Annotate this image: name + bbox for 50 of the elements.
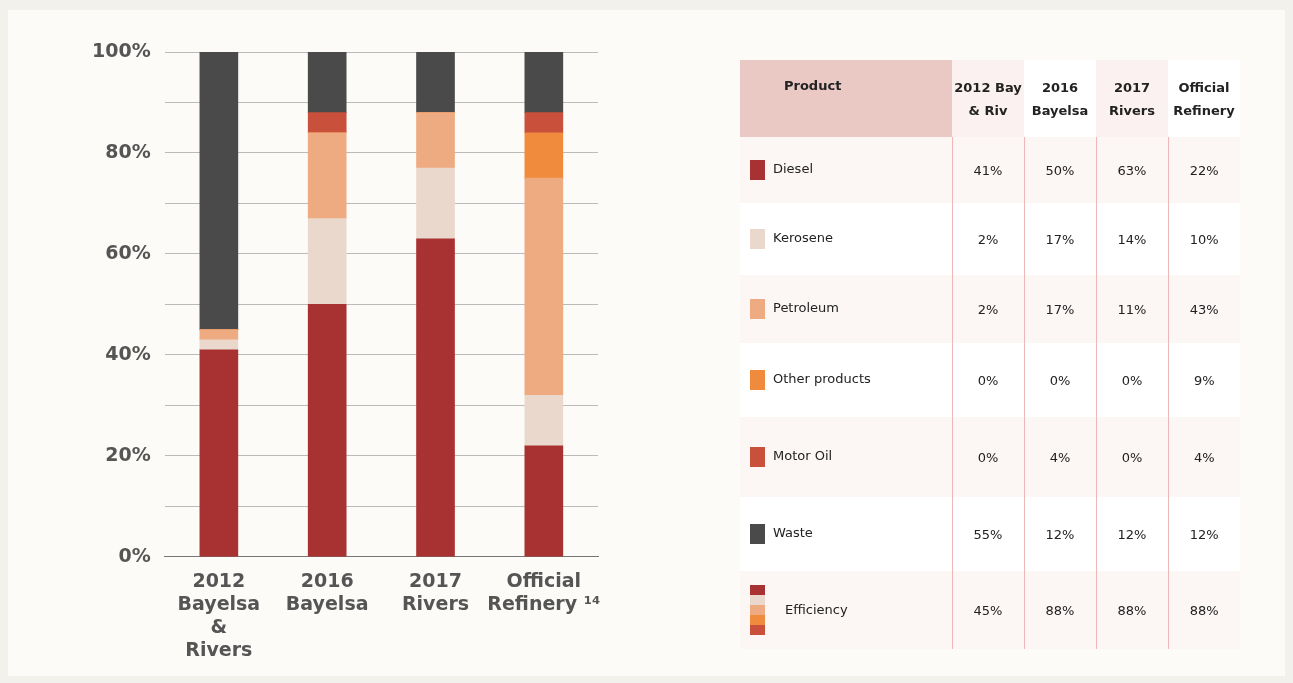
text: 17% [1024, 203, 1096, 275]
x-tick-label: Official Refinery ¹⁴ [487, 569, 601, 614]
text: 4% [1024, 417, 1096, 497]
text: 88% [1096, 571, 1168, 649]
text: 0% [952, 343, 1024, 417]
text: 12% [1168, 497, 1240, 571]
x-tick-label: 2012 Bayelsa & Rivers [177, 569, 261, 660]
text: 50% [1024, 137, 1096, 203]
text: 45% [952, 571, 1024, 649]
text: 22% [1168, 137, 1240, 203]
text: 55% [952, 497, 1024, 571]
text: 0% [1024, 343, 1096, 417]
text: 2012 Bay & Riv [952, 60, 1024, 137]
text: 2016 Bayelsa [1024, 60, 1096, 137]
y-tick-label: 60% [105, 240, 151, 263]
legend-label: Waste [773, 525, 813, 541]
x-tick-label: 2017 Rivers [401, 569, 470, 614]
legend-label: Kerosene [773, 230, 833, 246]
text: 17% [1024, 275, 1096, 343]
text: 88% [1168, 571, 1240, 649]
y-tick-label: 100% [91, 38, 151, 61]
y-tick-label: 0% [118, 543, 151, 566]
text: 12% [1096, 497, 1168, 571]
text: 2% [952, 275, 1024, 343]
text: 9% [1168, 343, 1240, 417]
text: Official Refinery [1168, 60, 1240, 137]
legend-label: Motor Oil [773, 448, 833, 464]
legend-label: Diesel [773, 161, 814, 177]
text: 4% [1168, 417, 1240, 497]
text: 0% [952, 417, 1024, 497]
y-tick-label: 80% [105, 139, 151, 162]
y-tick-label: 40% [105, 341, 151, 364]
legend-label: Petroleum [773, 300, 839, 316]
text: 11% [1096, 275, 1168, 343]
text: Efficiency [784, 600, 849, 619]
text: 14% [1096, 203, 1168, 275]
text: 0% [1096, 343, 1168, 417]
legend-title: Product [784, 78, 842, 93]
text: 41% [952, 137, 1024, 203]
y-tick-label: 20% [105, 442, 151, 465]
text: 12% [1024, 497, 1096, 571]
text: 88% [1024, 571, 1096, 649]
text: 63% [1096, 137, 1168, 203]
text: 10% [1168, 203, 1240, 275]
legend-label: Other products [773, 371, 872, 387]
x-tick-label: 2016 Bayelsa [285, 569, 369, 614]
text: 2% [952, 203, 1024, 275]
text: 2017 Rivers [1096, 60, 1168, 137]
text: 43% [1168, 275, 1240, 343]
text: 0% [1096, 417, 1168, 497]
